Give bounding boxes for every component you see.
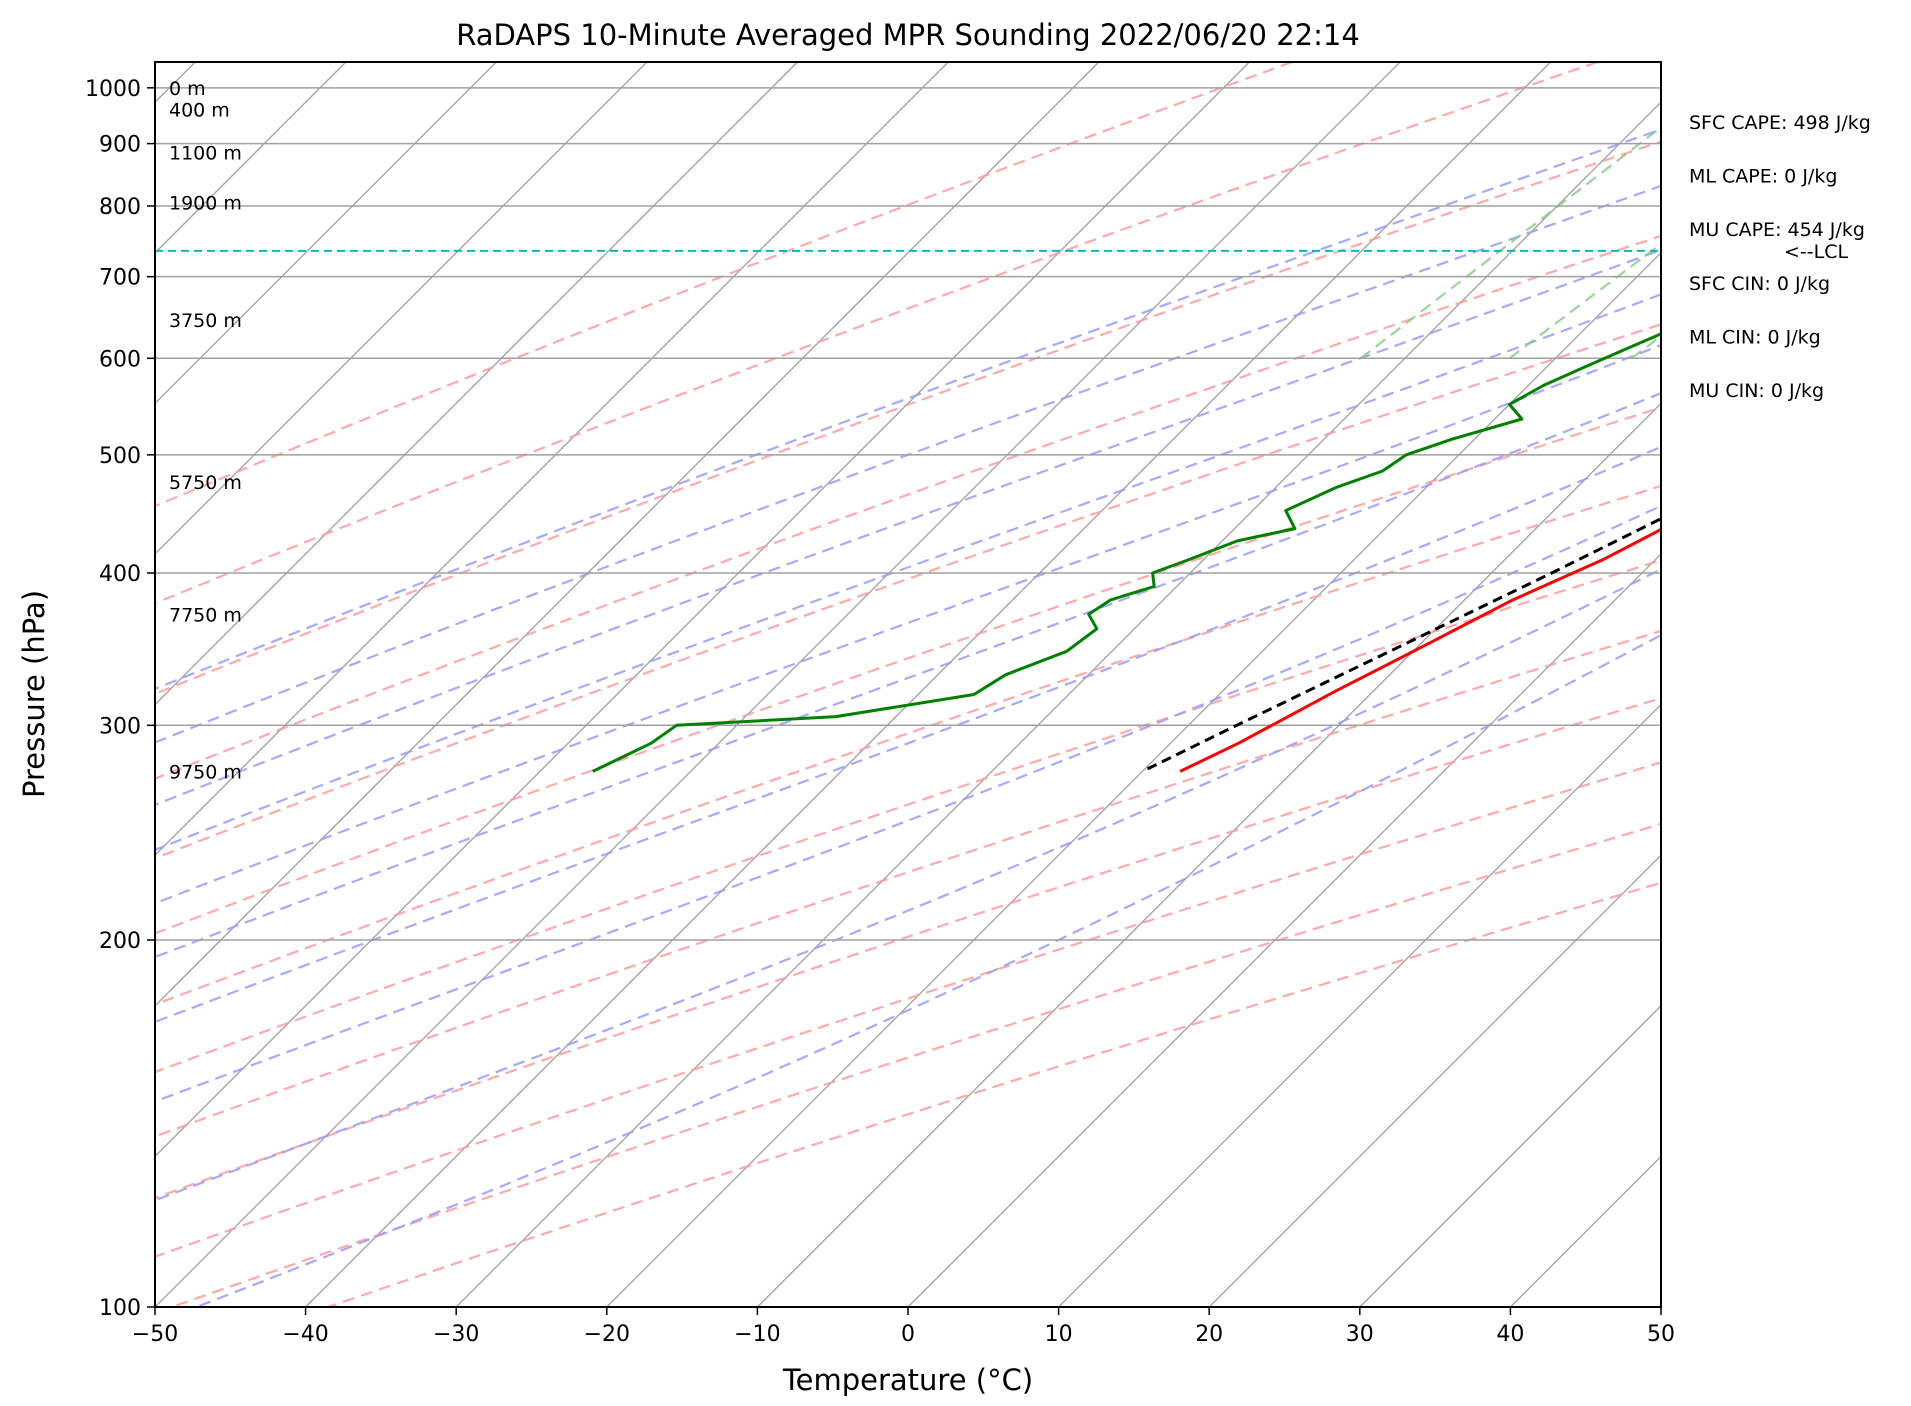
height-label: 3750 m — [169, 310, 242, 332]
height-label: 7750 m — [169, 604, 242, 626]
reference-lines — [155, 62, 1661, 1307]
dry-adiabat-line — [155, 484, 1661, 1006]
x-tick-label: 40 — [1496, 1322, 1524, 1347]
mixing-ratio-line — [1360, 125, 1661, 360]
dewpoint-line — [592, 332, 1661, 773]
stat-line: SFC CIN: 0 J/kg — [1689, 273, 1830, 295]
x-tick-label: 50 — [1647, 1322, 1675, 1347]
moist-adiabat-line — [155, 293, 1661, 851]
height-label: 5750 m — [169, 472, 242, 494]
moist-adiabat-line — [155, 568, 1661, 1202]
x-tick-label: 30 — [1346, 1322, 1374, 1347]
isotherm-line — [155, 62, 1100, 1007]
isotherm-line — [155, 62, 799, 706]
stat-line: MU CAPE: 454 J/kg — [1689, 219, 1865, 241]
y-tick-label: 500 — [99, 444, 141, 469]
dry-adiabat-line — [155, 406, 1661, 935]
dry-adiabat-line — [155, 62, 1293, 508]
x-tick-label: −10 — [734, 1322, 780, 1347]
y-tick-label: 200 — [99, 929, 141, 954]
dry-adiabat-line — [155, 323, 1661, 860]
stat-line: ML CAPE: 0 J/kg — [1689, 166, 1837, 188]
x-tick-label: −50 — [132, 1322, 178, 1347]
isotherm-line — [756, 402, 1661, 1307]
dry-adiabat-line — [155, 62, 1598, 605]
y-tick-label: 1000 — [85, 77, 141, 102]
x-axis-label: Temperature (°C) — [782, 1363, 1033, 1397]
x-tick-label: −30 — [433, 1322, 479, 1347]
moist-adiabat-line — [155, 128, 1661, 691]
moist-adiabat-line — [196, 633, 1661, 1307]
dry-adiabat-line — [155, 140, 1661, 695]
mixing-ratio-line — [1508, 242, 1661, 360]
moist-adiabat-line — [155, 343, 1661, 905]
isotherm-line — [907, 553, 1661, 1307]
lcl-label: <--LCL — [1784, 241, 1848, 263]
y-axis-label: Pressure (hPa) — [17, 590, 51, 798]
x-tick-label: 20 — [1195, 1322, 1223, 1347]
height-label: 1100 m — [169, 143, 242, 165]
isotherm-line — [155, 62, 1401, 1307]
isotherm-line — [1058, 703, 1661, 1307]
isotherm-line — [455, 101, 1661, 1307]
height-labels: 9750 m 7750 m 5750 m 3750 m 1900 m 1100 m 400 … — [169, 78, 242, 784]
stats-panel: SFC CAPE: 498 J/kg ML CAPE: 0 J/kg MU CAPE… — [1689, 112, 1871, 402]
dry-adiabat-line — [155, 234, 1661, 780]
stat-line: SFC CAPE: 498 J/kg — [1689, 112, 1871, 134]
dry-adiabat-line — [155, 629, 1661, 1138]
isotherm-line — [155, 62, 648, 555]
x-tick-label: 10 — [1045, 1322, 1073, 1347]
y-tick-label: 700 — [99, 266, 141, 291]
x-tick-label: 0 — [901, 1322, 915, 1347]
height-label: 1900 m — [169, 193, 242, 215]
y-tick-label: 300 — [99, 714, 141, 739]
stat-line: MU CIN: 0 J/kg — [1689, 380, 1824, 402]
height-label: 400 m — [169, 99, 230, 121]
isotherm-line — [155, 62, 497, 405]
x-axis-ticks: −50 −40 −30 −20 −10 0 10 20 30 40 50 — [132, 1307, 1675, 1347]
y-tick-label: 900 — [99, 133, 141, 158]
x-tick-label: −40 — [282, 1322, 328, 1347]
moist-adiabat-line — [155, 504, 1661, 1103]
chart-title: RaDAPS 10-Minute Averaged MPR Sounding 2… — [456, 18, 1360, 52]
y-axis-ticks: 100 200 300 400 500 600 700 800 900 1000 — [85, 77, 155, 1321]
isotherm-line — [606, 251, 1661, 1307]
y-tick-label: 800 — [99, 195, 141, 220]
height-label: 0 m — [169, 78, 206, 100]
stat-line: ML CIN: 0 J/kg — [1689, 326, 1821, 348]
sounding-series — [592, 332, 1661, 773]
dry-adiabat-line — [155, 559, 1661, 1074]
isotherm-line — [155, 62, 1250, 1158]
dry-adiabat-line — [155, 697, 1661, 1200]
y-tick-label: 100 — [99, 1296, 141, 1321]
x-tick-label: −20 — [584, 1322, 630, 1347]
isotherm-line — [1359, 1004, 1661, 1307]
isotherm-line — [1208, 854, 1661, 1307]
y-tick-label: 600 — [99, 347, 141, 372]
height-label: 9750 m — [169, 761, 242, 783]
y-tick-label: 400 — [99, 562, 141, 587]
isotherm-line — [305, 62, 1552, 1307]
temperature-line — [1179, 527, 1661, 773]
